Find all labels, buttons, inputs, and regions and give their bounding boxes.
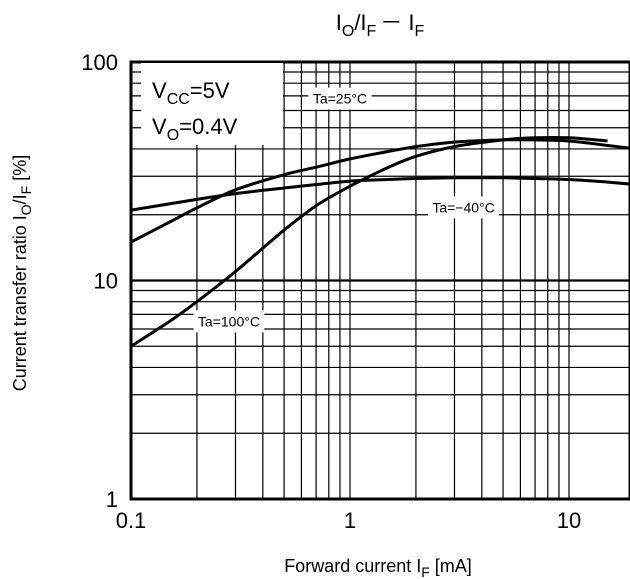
y-tick-label: 1 xyxy=(106,487,118,512)
series xyxy=(131,135,630,348)
plot-frame xyxy=(129,60,630,501)
series-line-0 xyxy=(131,138,630,244)
x-tick-label: 1 xyxy=(344,508,356,533)
conditions-box: VCC=5V VO=0.4V xyxy=(141,63,283,145)
grid xyxy=(131,62,630,499)
series-line-2 xyxy=(131,135,608,348)
series-label-0: Ta=25°C xyxy=(308,87,372,110)
condition-vcc: VCC=5V xyxy=(152,78,230,108)
y-tick-label: 100 xyxy=(81,50,118,75)
series-label-2: Ta=100°C xyxy=(193,310,265,333)
y-axis-label: Current transfer ratio IO/IF [%] xyxy=(10,155,34,392)
condition-vo: VO=0.4V xyxy=(152,114,238,144)
series-line-1 xyxy=(131,176,630,212)
svg-text:Current transfer ratio IO/IF: Current transfer ratio IO/IF [%] xyxy=(10,155,34,392)
svg-text:Ta=25°C: Ta=25°C xyxy=(313,91,367,107)
svg-text:Forward current IF [mA]: Forward current IF [mA] xyxy=(284,556,472,579)
x-axis-label: Forward current IF [mA] xyxy=(284,556,472,579)
chart-title: IO/IF － IF xyxy=(336,10,425,40)
svg-text:Ta=100°C: Ta=100°C xyxy=(198,313,260,329)
x-tick-label: 0.1 xyxy=(116,508,147,533)
x-tick-label: 10 xyxy=(557,508,581,533)
series-label-1: Ta=−40°C xyxy=(428,196,499,219)
y-tick-label: 10 xyxy=(94,269,118,294)
svg-text:Ta=−40°C: Ta=−40°C xyxy=(432,199,494,215)
series-labels: Ta=25°C Ta=−40°C Ta=100°C xyxy=(193,87,499,333)
svg-text:IO/IF－IF: IO/IF － IF xyxy=(336,10,425,40)
